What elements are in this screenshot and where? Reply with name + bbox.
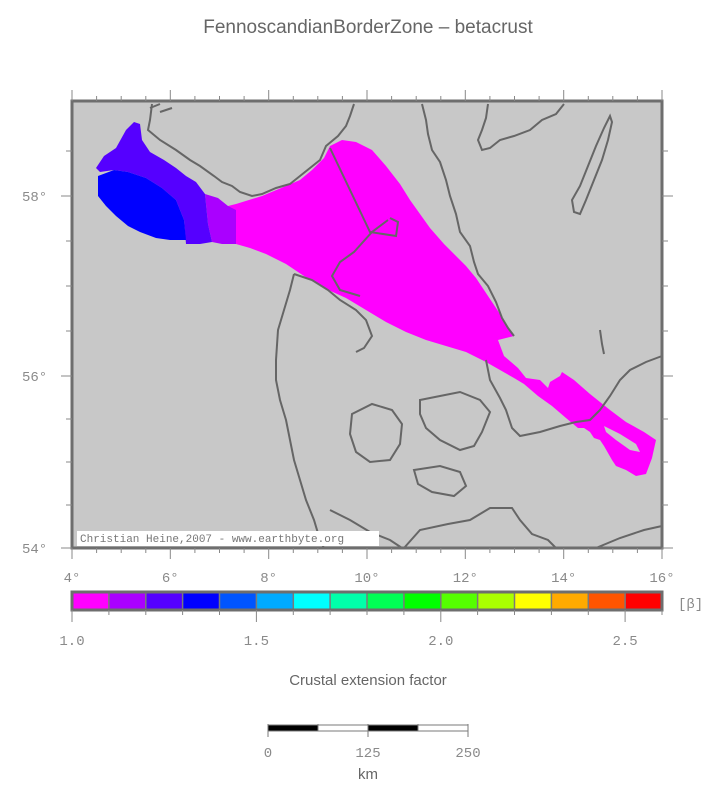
colorbar-swatch	[403, 592, 441, 610]
left-ticks	[61, 150, 72, 549]
credit-text: Christian Heine,2007 - www.earthbyte.org	[80, 534, 344, 546]
colorbar-tick-label: 1.5	[244, 634, 269, 650]
scale-label-125: 125	[355, 746, 380, 762]
lat-label-58: 58°	[22, 190, 47, 206]
lat-label-56: 56°	[22, 370, 47, 386]
lon-label-6: 6°	[162, 571, 179, 587]
lat-label-54: 54°	[22, 542, 47, 558]
lon-label-10: 10°	[354, 571, 379, 587]
top-ticks	[71, 90, 663, 101]
map-title: FennoscandianBorderZone – betacrust	[203, 17, 533, 38]
lon-label-4: 4°	[64, 571, 81, 587]
colorbar-swatch	[367, 592, 404, 610]
lon-label-14: 14°	[551, 571, 576, 587]
colorbar-tick-label: 2.0	[428, 634, 453, 650]
lon-label-8: 8°	[260, 571, 277, 587]
colorbar-tick-label: 1.0	[59, 634, 84, 650]
colorbar	[70, 590, 664, 622]
scale-unit-label: km	[358, 766, 378, 783]
colorbar-swatch	[182, 592, 220, 610]
credit-box	[77, 531, 379, 546]
colorbar-swatch	[72, 592, 109, 610]
lon-label-16: 16°	[649, 571, 674, 587]
colorbar-swatch	[625, 592, 662, 610]
bottom-ticks	[71, 548, 663, 559]
scale-bar	[267, 724, 469, 737]
scale-label-0: 0	[264, 746, 272, 762]
colorbar-swatch	[293, 592, 331, 610]
lon-label-12: 12°	[453, 571, 478, 587]
colorbar-tick-label: 2.5	[612, 634, 637, 650]
coastlines	[146, 103, 663, 549]
colorbar-unit-label: [β]	[678, 597, 703, 613]
colorbar-swatch	[514, 592, 552, 610]
scale-label-250: 250	[455, 746, 480, 762]
colorbar-swatch	[477, 592, 515, 610]
colorbar-title: Crustal extension factor	[289, 672, 447, 689]
colorbar-swatch	[330, 592, 367, 610]
colorbar-swatch	[551, 592, 589, 610]
colorbar-swatch	[256, 592, 294, 610]
colorbar-swatch	[108, 592, 146, 610]
right-ticks	[662, 150, 673, 549]
colorbar-swatch	[588, 592, 626, 610]
colorbar-swatch	[219, 592, 257, 610]
colorbar-swatch	[440, 592, 478, 610]
colorbar-swatch	[145, 592, 183, 610]
beta-field	[96, 122, 656, 476]
